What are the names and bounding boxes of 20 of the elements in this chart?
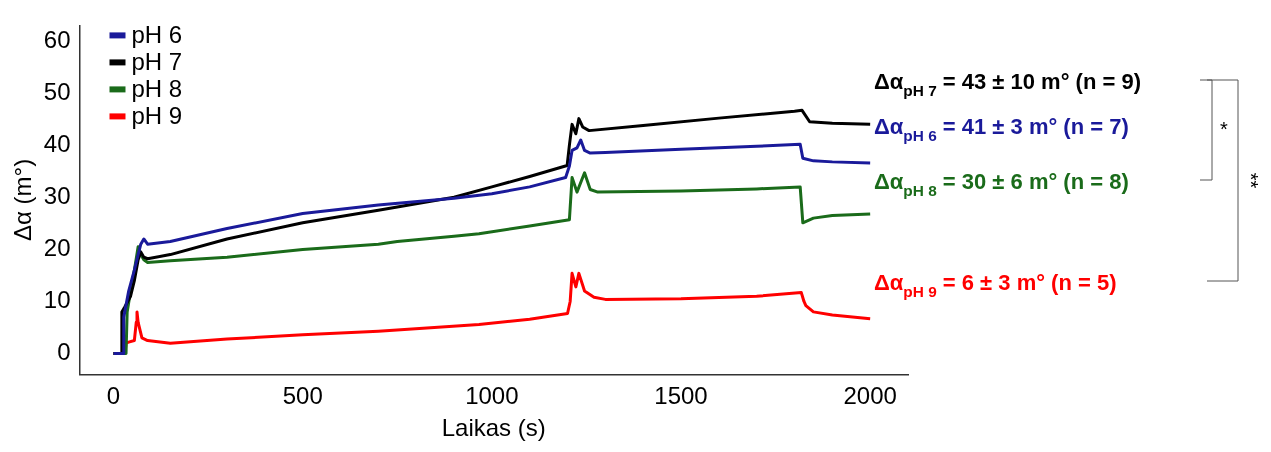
text: *	[1220, 117, 1229, 140]
legend-label: pH 8	[131, 75, 183, 103]
text: **	[1240, 172, 1263, 189]
legend-label: pH 6	[131, 21, 183, 49]
y-tick-label: 30	[43, 181, 71, 209]
y-axis-title: Δα (m°)	[9, 158, 37, 241]
x-tick-label: 1000	[465, 382, 519, 410]
x-axis-title: Laikas (s)	[441, 414, 546, 442]
x-tick-label: 2000	[843, 382, 897, 410]
y-tick-label: 40	[43, 129, 71, 157]
y-tick-label: 20	[43, 234, 71, 262]
x-tick-label: 500	[282, 382, 323, 410]
x-tick-label: 1500	[654, 382, 708, 410]
y-tick-label: 50	[43, 77, 71, 105]
y-tick-label: 10	[43, 286, 71, 314]
legend-label: pH 9	[131, 102, 183, 130]
y-tick-label: 60	[43, 25, 71, 53]
x-tick-label: 0	[106, 382, 121, 410]
y-tick-label: 0	[57, 338, 71, 366]
legend-label: pH 7	[131, 48, 183, 76]
